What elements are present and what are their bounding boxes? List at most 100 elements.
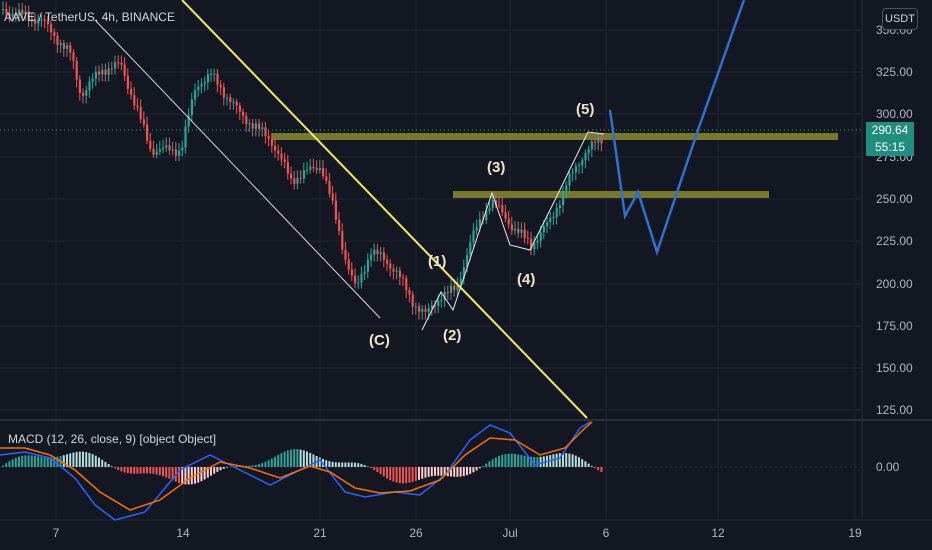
histogram-bar: [354, 462, 356, 467]
histogram-bar: [478, 467, 481, 469]
candle-body: [565, 185, 568, 191]
histogram-bar: [5, 463, 8, 467]
candle-body: [235, 101, 238, 106]
symbol-title[interactable]: AAVE / TetherUS, 4h, BINANCE: [4, 10, 175, 24]
candle-body: [472, 230, 475, 243]
candle-body: [462, 266, 465, 279]
candle-body: [40, 19, 43, 21]
candle-body: [542, 226, 545, 233]
candle-body: [590, 141, 593, 150]
wave-label-5: (5): [576, 101, 595, 118]
histogram-bar: [139, 467, 142, 474]
price-tick: 175.00: [876, 319, 913, 333]
candle-body: [597, 137, 600, 143]
macd-zero-tick: 0.00: [876, 460, 900, 474]
candle-body: [178, 150, 181, 156]
candle-body: [53, 32, 56, 36]
histogram-bar: [162, 467, 164, 477]
histogram-bar: [277, 454, 280, 467]
histogram-bar: [226, 467, 228, 468]
candle-body: [280, 153, 283, 160]
candle-body: [549, 217, 552, 223]
candle-body: [8, 13, 11, 17]
histogram-bar: [386, 467, 388, 479]
price-tick: 300.00: [876, 107, 913, 121]
histogram-bar: [85, 452, 88, 467]
grid: [0, 0, 862, 520]
histogram-bar: [341, 462, 344, 467]
resistance-zone-upper[interactable]: [272, 133, 838, 140]
histogram-bar: [530, 456, 532, 467]
histogram-bar: [206, 467, 209, 478]
histogram-bar: [98, 457, 100, 467]
histogram-bar: [66, 454, 68, 467]
candle-body: [274, 145, 277, 151]
candle-body: [46, 20, 49, 25]
histogram-bar: [494, 457, 497, 467]
elliott-wave-path[interactable]: [421, 131, 605, 331]
candle-body: [158, 149, 161, 152]
time-axis[interactable]: 7 14 21 26 Jul 6 12 19: [53, 526, 862, 540]
candle-body: [494, 200, 497, 206]
price-axis[interactable]: 350.00 325.00 300.00 275.00 250.00 225.0…: [876, 23, 913, 474]
resistance-zone-lower[interactable]: [453, 191, 769, 198]
candle-body: [312, 166, 315, 169]
candle-body: [466, 255, 469, 267]
candle-body: [386, 259, 389, 264]
candle-body: [440, 299, 443, 301]
candle-body: [98, 71, 101, 75]
candle-body: [299, 177, 302, 179]
wave-label-3: (3): [487, 159, 506, 176]
candle-body: [373, 249, 376, 255]
histogram-bar: [395, 467, 398, 483]
candle-body: [533, 242, 536, 250]
candle-body: [162, 147, 165, 150]
candle-body: [126, 75, 129, 89]
histogram-bar: [440, 467, 443, 476]
histogram-bar: [123, 467, 126, 473]
histogram-bar: [43, 457, 46, 467]
histogram-bar: [533, 456, 536, 467]
candle-body: [242, 111, 245, 116]
histogram-bar: [2, 465, 4, 467]
histogram-bar: [430, 467, 433, 477]
candle-body: [459, 278, 462, 284]
candle-body: [421, 309, 424, 312]
histogram-bar: [197, 467, 200, 483]
candle-body: [258, 123, 261, 129]
candle-body: [283, 159, 286, 162]
price-tick: 225.00: [876, 234, 913, 248]
histogram-bar: [286, 450, 289, 467]
price-tick: 325.00: [876, 65, 913, 79]
histogram-bar: [222, 467, 225, 469]
candle-body: [62, 43, 65, 49]
histogram-bar: [117, 467, 120, 470]
histogram-bar: [347, 462, 350, 467]
candle-body: [229, 97, 232, 103]
histogram-bar: [526, 456, 529, 467]
histogram-bar: [178, 467, 180, 483]
candle-body: [206, 74, 209, 83]
time-tick: 26: [409, 526, 423, 540]
histogram-bar: [94, 455, 97, 467]
candle-body: [581, 160, 584, 166]
candle-body: [142, 119, 145, 125]
descending-trendline[interactable]: [181, 0, 588, 419]
candle-body: [584, 152, 587, 161]
candle-body: [488, 208, 491, 211]
histogram-bar: [216, 467, 219, 472]
channel-line-lower[interactable]: [94, 19, 381, 319]
candle-body: [338, 219, 341, 232]
currency-button[interactable]: USDT: [882, 8, 918, 30]
candle-body: [232, 101, 235, 103]
histogram-bar: [82, 451, 84, 467]
candle-body: [107, 68, 110, 75]
histogram-bar: [152, 467, 155, 474]
projection-path[interactable]: [608, 0, 746, 257]
macd-legend[interactable]: MACD (12, 26, close, 9) [object Object]: [8, 432, 217, 446]
candle-body: [50, 24, 53, 33]
candle-body: [152, 148, 155, 155]
candle-body: [155, 151, 158, 155]
histogram-bar: [46, 457, 49, 467]
